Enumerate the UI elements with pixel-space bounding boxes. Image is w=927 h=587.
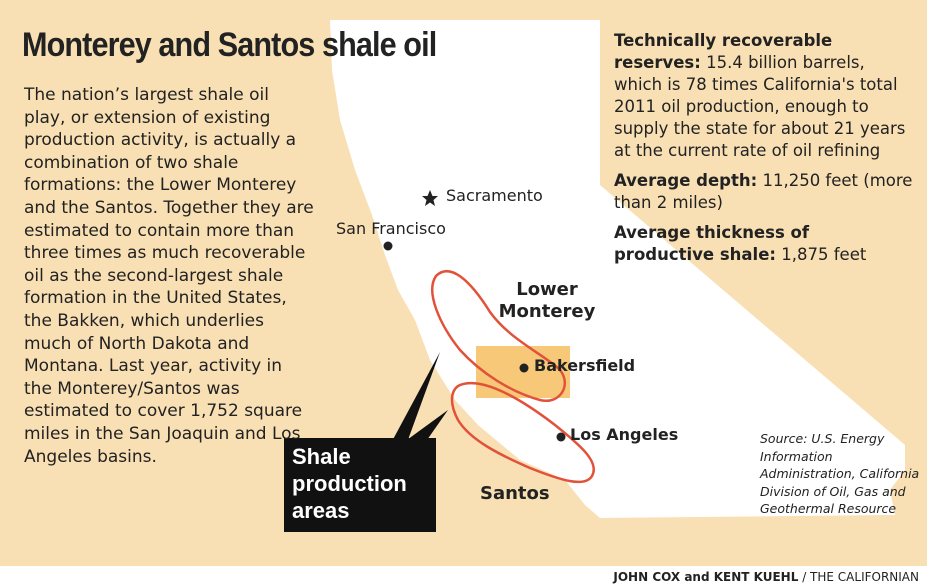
callout-pointer xyxy=(390,352,440,448)
city-dot xyxy=(556,432,566,442)
place-label: Sacramento xyxy=(446,186,543,205)
credit-authors: JOHN COX and KENT KUEHL xyxy=(613,570,799,584)
region-label: Santos xyxy=(480,483,550,504)
credit-publisher: / THE CALIFORNIAN xyxy=(802,570,919,584)
credit-bar: JOHN COX and KENT KUEHL / THE CALIFORNIA… xyxy=(0,566,927,587)
california xyxy=(330,20,905,518)
stat-label: Average depth: xyxy=(614,171,758,190)
stat: Average thickness of productive shale: 1… xyxy=(614,222,914,266)
stat: Technically recoverable reserves: 15.4 b… xyxy=(614,30,914,162)
stat-text: 1,875 feet xyxy=(781,245,867,264)
stats: Technically recoverable reserves: 15.4 b… xyxy=(614,30,914,274)
stat-label: Technically recoverable reserves: xyxy=(614,31,833,72)
stat-label: Average thickness of productive shale: xyxy=(614,223,810,264)
source: Source: U.S. Energy Information Administ… xyxy=(760,431,920,516)
lower-monterey-area xyxy=(431,270,566,403)
santos-area xyxy=(450,381,595,484)
region-label: Lower Monterey xyxy=(498,279,596,322)
stat-text: 11,250 feet (more than 2 miles) xyxy=(614,171,913,212)
callout-text: Shale production areas xyxy=(292,444,407,523)
stat-text: 15.4 billion barrels, which is 78 times … xyxy=(614,53,906,160)
city-dot xyxy=(383,241,393,251)
body-text: The nation’s largest shale oil play, or … xyxy=(24,85,314,467)
place-label: Bakersfield xyxy=(534,356,636,375)
capital-star xyxy=(422,190,438,206)
callout-box xyxy=(284,438,436,532)
credit: JOHN COX and KENT KUEHL / THE CALIFORNIA… xyxy=(613,570,919,584)
city-dot xyxy=(519,363,529,373)
title: Monterey and Santos shale oil xyxy=(22,26,437,64)
stat: Average depth: 11,250 feet (more than 2 … xyxy=(614,170,914,214)
place-label: San Francisco xyxy=(336,219,446,238)
place-label: Los Angeles xyxy=(570,425,679,444)
